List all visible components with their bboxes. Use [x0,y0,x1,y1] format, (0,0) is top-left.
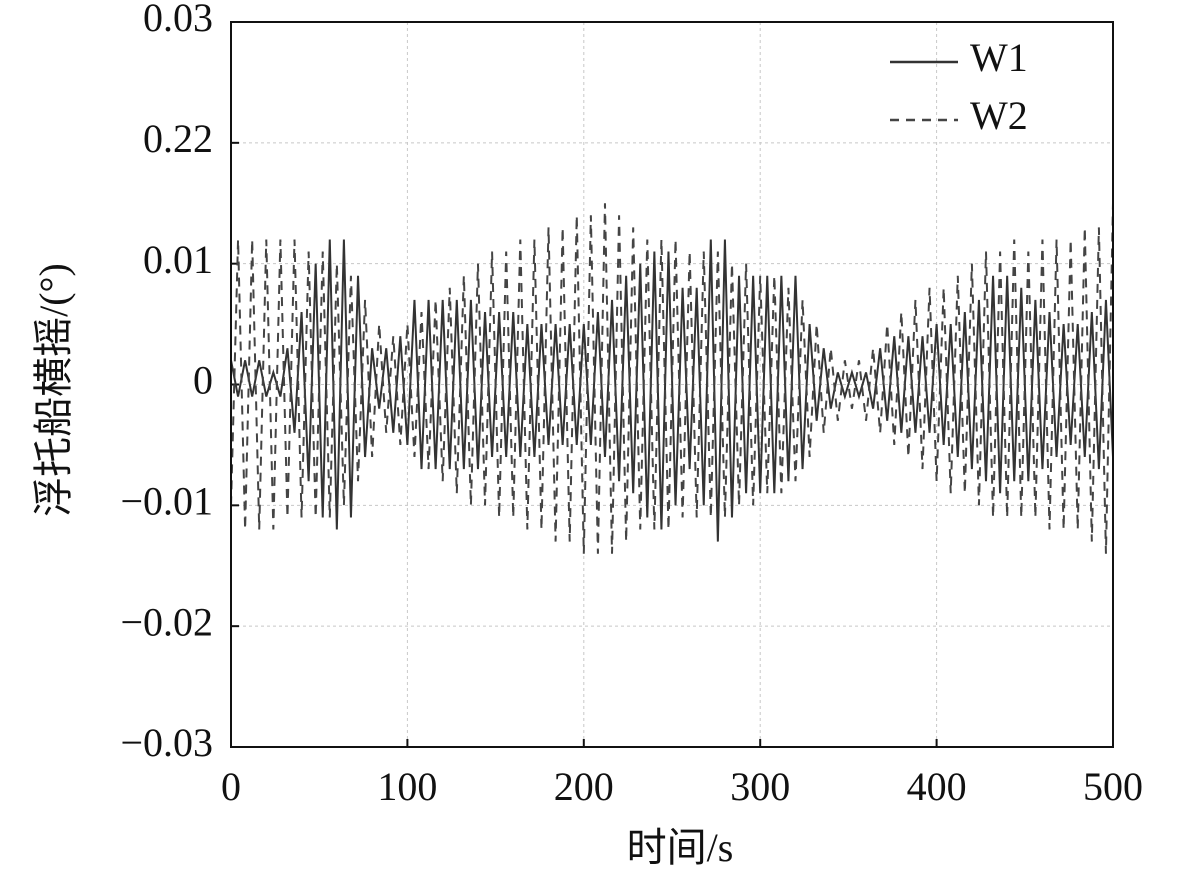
y-tick-label: −0.01 [120,479,213,524]
x-tick-label: 0 [221,764,241,809]
x-axis-label: 时间/s [627,825,734,870]
plot-frame [230,21,1114,748]
x-tick-label: 400 [907,764,967,809]
y-tick-label: −0.02 [120,599,213,644]
x-tick-label: 100 [377,764,437,809]
y-tick-label: 0.22 [143,116,213,161]
x-tick-label: 300 [730,764,790,809]
y-tick-label: −0.03 [120,720,213,765]
x-tick-label: 500 [1083,764,1143,809]
x-tick-label: 200 [554,764,614,809]
y-tick-label: 0 [193,358,213,403]
y-axis-label: 浮托船横摇/(°) [31,263,76,517]
series-line [230,203,1114,554]
y-tick-label: 0.03 [143,0,213,40]
y-tick-label: 0.01 [143,237,213,282]
legend-label: W1 [970,35,1028,80]
legend-label: W2 [970,93,1028,138]
